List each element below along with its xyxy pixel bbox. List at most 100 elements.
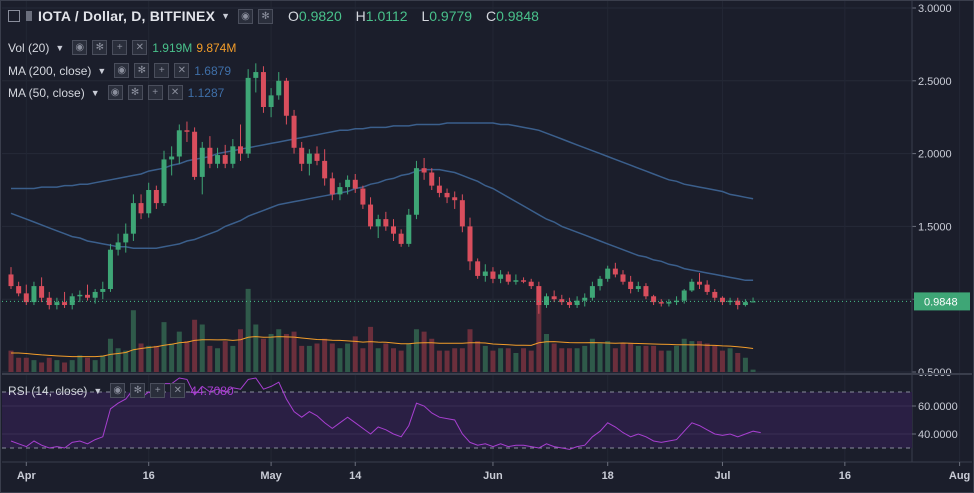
ma50-caret-icon[interactable]: ▼ (90, 87, 100, 98)
candle-body (528, 281, 534, 287)
rsi-tick-label: 60.0000 (918, 401, 958, 413)
volume-bar (360, 348, 366, 372)
candle-body (620, 274, 626, 282)
volume-bar (39, 362, 45, 372)
rsi-caret-icon[interactable]: ▼ (93, 385, 103, 396)
volume-bar (337, 348, 343, 372)
volume-bar (8, 350, 14, 372)
ma50-gear-icon[interactable]: ✻ (127, 85, 143, 100)
candle-body (681, 290, 687, 301)
volume-bar (77, 355, 83, 372)
ma200-close-icon[interactable]: ✕ (174, 63, 190, 78)
rsi-label[interactable]: RSI (14, close) (8, 383, 88, 398)
volume-bar (574, 348, 580, 372)
time-tick-label: May (260, 470, 282, 482)
ma200-line (11, 122, 754, 200)
volume-bar (712, 345, 718, 372)
ma50-plus-icon[interactable]: + (147, 85, 163, 100)
rsi-eye-icon[interactable]: ◉ (110, 383, 126, 398)
vol-value: 1.919M (152, 40, 193, 55)
vol-legend: Vol (20) ▼ ◉ ✻ + ✕ 1.919M 9.874M (8, 40, 236, 55)
ma200-eye-icon[interactable]: ◉ (114, 63, 130, 78)
volume-bar (559, 348, 565, 372)
volume-bar (276, 329, 282, 372)
vol-eye-icon[interactable]: ◉ (72, 40, 88, 55)
candle-body (498, 274, 504, 279)
price-tick-label: 2.5000 (918, 76, 952, 88)
ma200-value: 1.6879 (194, 63, 231, 78)
volume-bar (352, 336, 358, 372)
volume-bar (498, 348, 504, 372)
candle-body (467, 226, 473, 262)
volume-bar (750, 369, 756, 372)
volume-bar (238, 329, 243, 372)
volume-bar (283, 334, 289, 372)
candle-body (475, 261, 481, 276)
ma50-close-icon[interactable]: ✕ (167, 85, 183, 100)
price-tick-label: 2.0000 (918, 149, 952, 161)
ohlc-open-key: O (288, 8, 299, 24)
rsi-close-icon[interactable]: ✕ (170, 383, 186, 398)
candle-body (54, 302, 60, 306)
eye-icon[interactable]: ◉ (238, 8, 254, 24)
candle-body (360, 188, 366, 205)
vol-label[interactable]: Vol (20) (8, 40, 50, 55)
candle-body (735, 300, 741, 306)
volume-bar (597, 343, 603, 372)
volume-bar (222, 341, 228, 372)
symbol-title[interactable]: IOTA / Dollar, D, BITFINEX (38, 8, 216, 24)
volume-bar (161, 322, 167, 372)
volume-bar (612, 348, 618, 372)
vol-close-icon[interactable]: ✕ (132, 40, 148, 55)
volume-bar (215, 348, 221, 372)
rsi-gear-icon[interactable]: ✻ (130, 383, 146, 398)
candle-body (207, 147, 213, 164)
candle-body (230, 146, 236, 164)
candle-body (169, 156, 175, 160)
volume-bar (345, 343, 351, 372)
volume-bar (146, 345, 152, 372)
ma50-legend: MA (50, close) ▼ ◉ ✻ + ✕ 1.1287 (8, 85, 224, 100)
vol-gear-icon[interactable]: ✻ (92, 40, 108, 55)
candle-body (605, 268, 611, 279)
ma50-label[interactable]: MA (50, close) (8, 85, 85, 100)
ma200-label[interactable]: MA (200, close) (8, 63, 92, 78)
candle-body (436, 185, 442, 193)
ma200-gear-icon[interactable]: ✻ (134, 63, 150, 78)
vol-caret-icon[interactable]: ▼ (55, 42, 65, 53)
volume-bar (582, 345, 588, 372)
volume-bar (490, 350, 496, 372)
candle-body (146, 190, 152, 214)
volume-bar (299, 345, 305, 372)
volume-bar (329, 343, 335, 372)
symbol-caret-icon[interactable]: ▼ (221, 11, 231, 21)
volume-bar (169, 343, 175, 372)
volume-bar (138, 343, 144, 372)
settings-gear-icon[interactable]: ✻ (258, 8, 274, 24)
candle-body (268, 95, 274, 108)
candle-body (490, 271, 496, 279)
volume-bar (421, 331, 427, 372)
collapse-square-icon[interactable] (8, 10, 20, 22)
volume-bar (551, 343, 557, 372)
candle-body (697, 281, 702, 285)
candle-body (16, 286, 22, 294)
candle-body (704, 284, 710, 292)
ma50-eye-icon[interactable]: ◉ (107, 85, 123, 100)
volume-bar (176, 331, 182, 372)
candle-body (46, 297, 52, 306)
ma200-caret-icon[interactable]: ▼ (97, 65, 107, 76)
candle-body (62, 302, 68, 306)
last-price-label: 0.9848 (924, 296, 958, 308)
candle-body (31, 286, 37, 303)
ma50-line (10, 168, 754, 282)
time-axis-bg (2, 462, 972, 491)
rsi-plus-icon[interactable]: + (150, 383, 166, 398)
candle-body (612, 268, 618, 275)
vol-plus-icon[interactable]: + (112, 40, 128, 55)
volume-ma-line (11, 336, 754, 358)
ma200-plus-icon[interactable]: + (154, 63, 170, 78)
candle-body (582, 297, 588, 301)
volume-bar (375, 348, 381, 372)
